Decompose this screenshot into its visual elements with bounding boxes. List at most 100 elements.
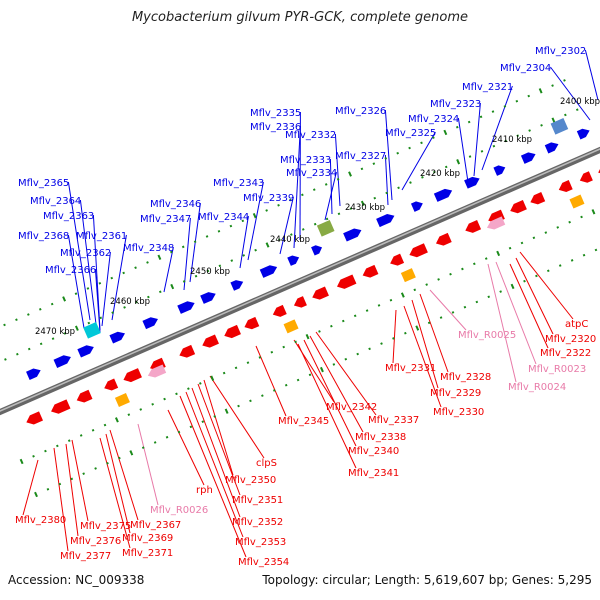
tick-mark <box>377 304 381 307</box>
tick-mark <box>201 420 205 423</box>
tick-mark <box>118 456 121 460</box>
gene-label: Mflv_2353 <box>235 537 286 548</box>
gene-label: Mflv_2328 <box>440 372 491 383</box>
gene-feature <box>202 334 219 348</box>
tick-mark <box>63 332 67 335</box>
tick-mark <box>175 392 178 396</box>
gene-label: Mflv_2350 <box>225 475 276 486</box>
tick-mark <box>205 235 209 238</box>
gene-label: Mflv_2362 <box>60 248 111 259</box>
tick-mark <box>16 352 19 356</box>
gene-label: Mflv_2335 <box>250 108 301 119</box>
gene-labels: Mflv_2302 Mflv_2304 Mflv_2321 Mflv_2323 Mflv… <box>15 46 596 568</box>
gene-feature <box>177 301 195 314</box>
tick-mark <box>591 209 596 215</box>
gene-label: Mflv_R0023 <box>528 364 586 375</box>
gene-label: Mflv_2364 <box>30 196 81 207</box>
tick-mark <box>270 350 274 354</box>
gene-label: Mflv_2361 <box>76 231 127 242</box>
tick-mark <box>129 450 134 456</box>
tick-mark <box>551 84 554 87</box>
tick-mark <box>27 313 30 316</box>
gene-label: Mflv_R0026 <box>150 505 208 516</box>
gene-label: Mflv_2375 <box>80 521 131 532</box>
gene-label: clpS <box>256 458 277 469</box>
tick-mark <box>491 110 495 113</box>
tick-mark <box>473 262 476 266</box>
tick-mark <box>127 413 131 416</box>
tick-mark <box>224 408 229 414</box>
tick-mark <box>82 472 85 475</box>
leader-line <box>53 447 69 552</box>
gene-label: Mflv_2380 <box>15 515 66 526</box>
leader-line <box>65 443 79 537</box>
leader-line <box>279 196 294 255</box>
leader-line <box>519 251 574 320</box>
tick-mark <box>409 181 412 184</box>
tick-mark <box>254 248 257 252</box>
tick-mark <box>551 117 556 123</box>
gene-feature <box>200 292 216 304</box>
tick-mark <box>420 141 423 145</box>
gene-feature <box>104 378 119 391</box>
tick-mark <box>415 325 420 331</box>
tick-mark <box>94 467 97 470</box>
tick-mark <box>324 183 328 186</box>
tick-mark <box>194 274 198 278</box>
gene-feature <box>520 152 536 164</box>
tick-mark <box>385 191 388 195</box>
tick-mark <box>408 146 411 150</box>
gene-features <box>26 117 600 425</box>
scale-label: 2470 kbp <box>35 327 75 337</box>
tick-mark <box>348 171 352 177</box>
leader-line <box>111 234 127 321</box>
tick-mark <box>487 295 491 299</box>
gene-label: Mflv_2323 <box>430 99 481 110</box>
tick-mark <box>456 159 461 165</box>
tick-mark <box>141 446 145 449</box>
gene-label: Mflv_2320 <box>545 334 596 345</box>
tick-mark <box>139 408 143 411</box>
accession-text: Accession: NC_009338 <box>8 573 145 587</box>
leader-line <box>239 215 249 269</box>
gene-label: Mflv_2354 <box>238 557 289 568</box>
gene-label: Mflv_2336 <box>250 122 301 133</box>
gene-feature <box>493 165 506 176</box>
gene-label: Mflv_2330 <box>433 407 484 418</box>
gene-label: Mflv_2365 <box>18 178 69 189</box>
tick-mark <box>312 188 316 191</box>
tick-mark <box>301 228 305 231</box>
tick-mark <box>568 220 571 224</box>
gene-label: Mflv_2351 <box>232 495 283 506</box>
tick-mark <box>272 389 276 392</box>
tick-mark <box>182 280 186 283</box>
tick-mark <box>427 321 431 325</box>
tick-mark <box>305 333 310 340</box>
tick-mark <box>91 428 95 432</box>
tick-mark <box>432 136 435 139</box>
tick-mark <box>563 79 566 82</box>
map-title: Mycobacterium gilvum PYR-GCK, complete g… <box>131 10 469 25</box>
gene-feature <box>337 274 357 289</box>
gene-feature <box>510 200 527 214</box>
scale-label: 2420 kbp <box>420 169 460 179</box>
tick-mark <box>373 196 377 200</box>
leader-line <box>197 383 241 496</box>
tick-mark <box>74 292 78 296</box>
tick-mark <box>135 300 138 304</box>
tick-mark <box>544 231 548 234</box>
tick-mark <box>111 311 114 314</box>
tick-mark <box>187 387 190 390</box>
tick-mark <box>397 186 400 190</box>
tick-mark <box>318 330 321 333</box>
leader-line <box>67 234 85 329</box>
tick-mark <box>193 240 197 243</box>
gene-feature <box>362 264 379 278</box>
gene-feature <box>312 286 329 300</box>
tick-mark <box>62 296 67 302</box>
gene-label: Mflv_2333 <box>280 155 331 166</box>
tick-mark <box>86 287 90 290</box>
gene-label: Mflv_2339 <box>243 193 294 204</box>
tick-mark <box>360 200 365 207</box>
leader-line <box>549 66 591 121</box>
